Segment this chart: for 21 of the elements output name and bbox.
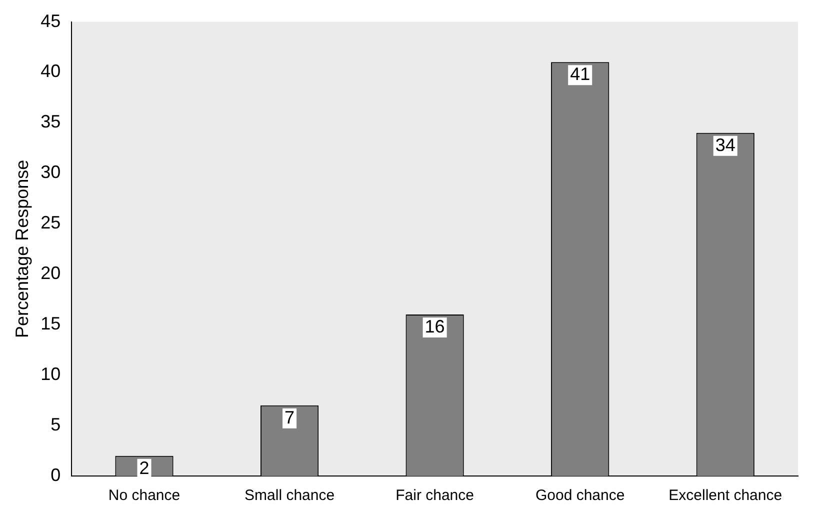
x-tick-label: Good chance <box>535 487 625 504</box>
y-tick-label: 30 <box>40 162 61 182</box>
data-label: 41 <box>570 64 590 84</box>
data-label: 16 <box>424 316 445 336</box>
y-axis-title: Percentage Response <box>12 160 32 338</box>
y-tick-label: 10 <box>40 364 61 384</box>
y-tick-label: 25 <box>40 212 61 233</box>
y-tick-label: 5 <box>50 414 61 434</box>
x-tick-label: Fair chance <box>396 487 474 504</box>
x-tick-label: No chance <box>108 487 180 504</box>
y-tick-label: 0 <box>50 464 61 485</box>
y-tick-label: 45 <box>40 10 61 31</box>
data-label: 34 <box>715 134 736 155</box>
y-tick-label: 15 <box>40 314 61 334</box>
data-label: 7 <box>284 407 295 428</box>
y-tick-label: 40 <box>40 61 61 82</box>
y-tick-label: 20 <box>40 263 61 284</box>
x-tick-label: Small chance <box>244 487 335 504</box>
data-label: 2 <box>139 458 150 478</box>
x-tick-label: Excellent chance <box>668 487 782 504</box>
y-tick-label: 35 <box>40 112 61 132</box>
